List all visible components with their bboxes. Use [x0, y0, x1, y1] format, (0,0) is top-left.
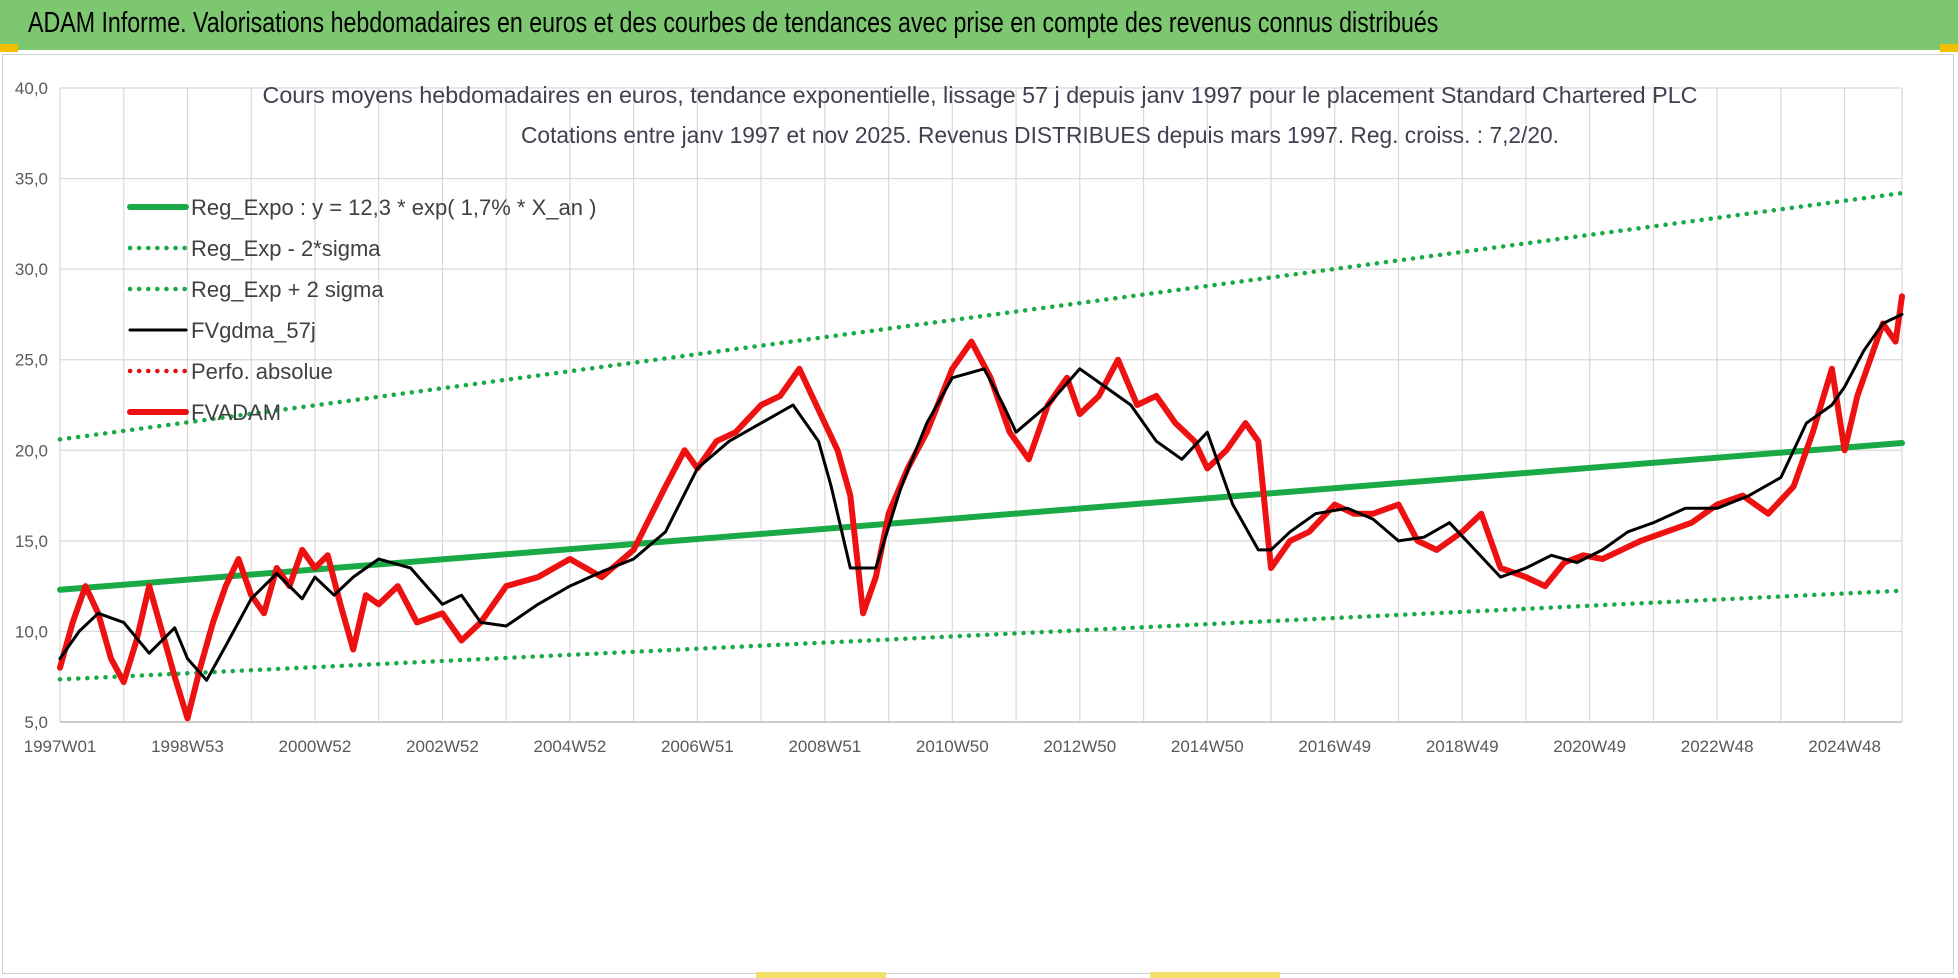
report-banner: ADAM Informe. Valorisations hebdomadaire…: [0, 0, 1958, 52]
legend-label: Reg_Exp - 2*sigma: [191, 236, 381, 261]
legend-label: FVgdma_57j: [191, 318, 316, 343]
x-axis-ticks: 1997W01 1998W53 2000W52 2002W52 2004W52 2006W…: [24, 737, 1881, 756]
x-tick-label: 2010W50: [916, 737, 989, 756]
x-tick-label: 2000W52: [279, 737, 352, 756]
x-tick-label: 2008W51: [788, 737, 861, 756]
x-tick-label: 2022W48: [1681, 737, 1754, 756]
legend-label: Reg_Exp + 2 sigma: [191, 277, 384, 302]
y-tick-label: 15,0: [15, 532, 48, 551]
legend-label: Perfo. absolue: [191, 359, 333, 384]
y-axis-ticks: 5,0 10,0 15,0 20,0 25,0 30,0 35,0 40,0: [15, 79, 48, 732]
chart-series: [57, 190, 1905, 722]
x-tick-label: 2002W52: [406, 737, 479, 756]
series-line: [58, 312, 1904, 682]
x-tick-label: 2012W50: [1043, 737, 1116, 756]
banner-corner-left: [0, 44, 18, 52]
series-line: [57, 588, 1905, 682]
legend-label: Reg_Expo : y = 12,3 * exp( 1,7% * X_an ): [191, 195, 596, 220]
x-tick-label: 2016W49: [1298, 737, 1371, 756]
series-line: [57, 190, 1905, 442]
series-line: [57, 293, 1905, 722]
y-tick-label: 5,0: [24, 713, 48, 732]
series-line: [57, 440, 1905, 593]
chart-grid: [59, 87, 1903, 723]
chart-frame: [2, 54, 1954, 974]
bottom-marker: [1150, 972, 1280, 978]
y-tick-label: 40,0: [15, 79, 48, 98]
y-tick-label: 30,0: [15, 260, 48, 279]
x-tick-label: 2020W49: [1553, 737, 1626, 756]
y-tick-label: 25,0: [15, 351, 48, 370]
chart-legend: Reg_Expo : y = 12,3 * exp( 1,7% * X_an )…: [127, 195, 596, 425]
x-tick-label: 1998W53: [151, 737, 224, 756]
banner-corner-right: [1940, 44, 1958, 52]
x-tick-label: 2018W49: [1426, 737, 1499, 756]
legend-label: FVADAM: [191, 400, 281, 425]
y-tick-label: 35,0: [15, 170, 48, 189]
y-tick-label: 10,0: [15, 622, 48, 641]
chart-title: Cours moyens hebdomadaires en euros, ten…: [263, 82, 1698, 108]
x-tick-label: 2004W52: [534, 737, 607, 756]
x-tick-label: 2006W51: [661, 737, 734, 756]
x-tick-label: 2024W48: [1808, 737, 1881, 756]
report-title: ADAM Informe. Valorisations hebdomadaire…: [28, 7, 1439, 39]
bottom-marker: [756, 972, 886, 978]
y-tick-label: 20,0: [15, 441, 48, 460]
x-tick-label: 2014W50: [1171, 737, 1244, 756]
chart-subtitle: Cotations entre janv 1997 et nov 2025. R…: [521, 122, 1559, 148]
x-tick-label: 1997W01: [24, 737, 97, 756]
